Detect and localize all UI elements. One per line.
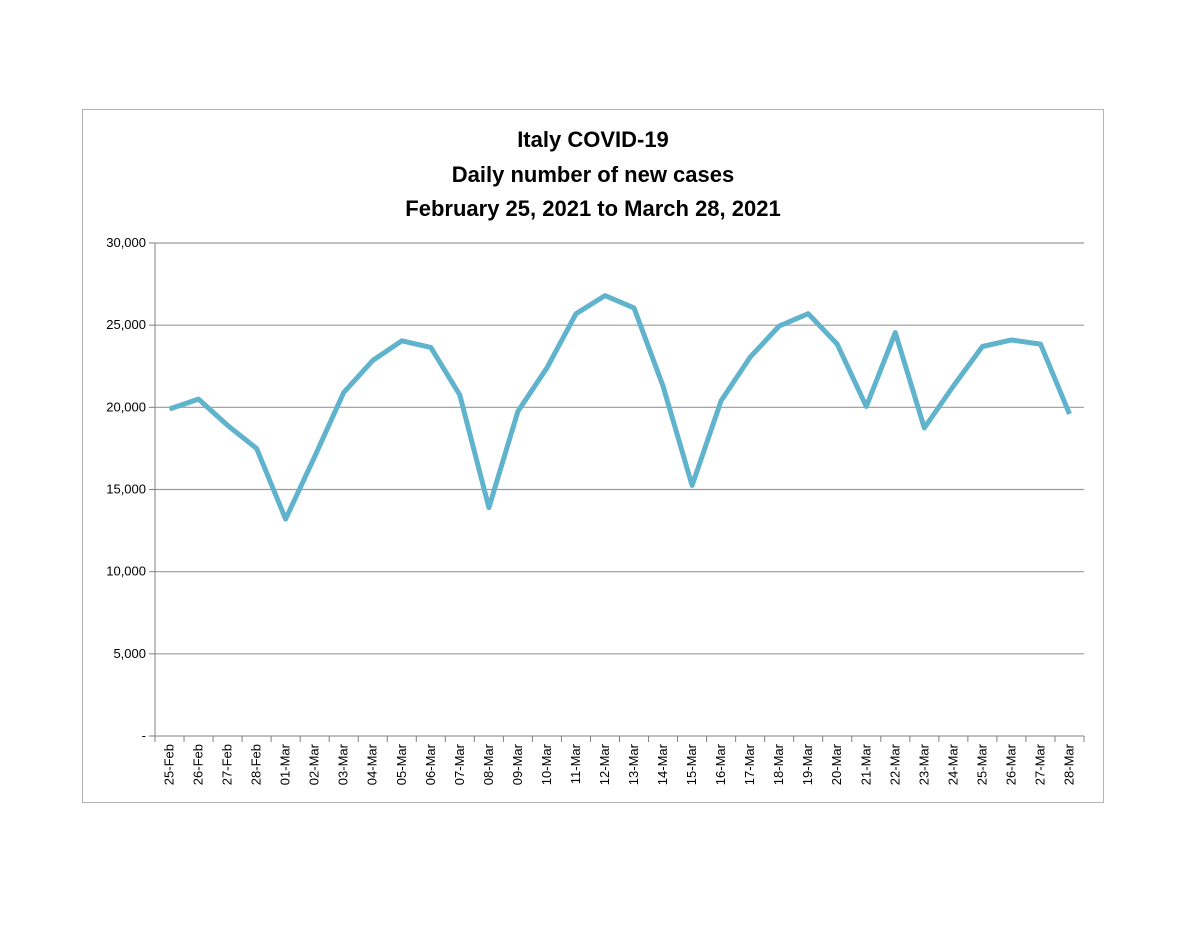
x-tick-label: 24-Mar (945, 743, 960, 785)
x-tick-label: 12-Mar (597, 743, 612, 785)
x-tick-label: 23-Mar (916, 743, 931, 785)
chart-title-line-3: February 25, 2021 to March 28, 2021 (405, 196, 780, 221)
series-line (168, 293, 1072, 522)
chart-frame (82, 109, 1104, 803)
x-tick-label: 13-Mar (626, 743, 641, 785)
x-tick-label: 17-Mar (742, 743, 757, 785)
x-tick-label: 04-Mar (365, 743, 380, 785)
y-tick-label: 20,000 (106, 399, 146, 414)
x-tick-label: 02-Mar (307, 743, 322, 785)
x-tick-label: 15-Mar (684, 743, 699, 785)
y-axis: - 5,000 10,000 15,000 20,000 25,000 30,000 (106, 235, 156, 743)
x-tick-label: 26-Mar (1003, 743, 1018, 785)
y-tick-label: 15,000 (106, 482, 146, 497)
x-tick-label: 01-Mar (278, 743, 293, 785)
chart-title: Italy COVID-19 Daily number of new cases… (405, 127, 780, 221)
y-tick-label: 10,000 (106, 564, 146, 579)
gridlines (155, 242, 1084, 655)
y-tick-label: 30,000 (106, 235, 146, 250)
y-tick-label: 5,000 (113, 646, 146, 661)
x-tick-label: 28-Feb (249, 744, 264, 785)
x-tick-label: 07-Mar (452, 743, 467, 785)
x-axis: 25-Feb 26-Feb 27-Feb 28-Feb 01-Mar 02-Mar 03-M… (154, 735, 1085, 785)
x-tick-label: 27-Feb (220, 744, 235, 785)
x-tick-label: 28-Mar (1061, 743, 1076, 785)
x-tick-label: 18-Mar (771, 743, 786, 785)
x-tick-label: 09-Mar (510, 743, 525, 785)
x-tick-label: 27-Mar (1032, 743, 1047, 785)
x-tick-label: 22-Mar (887, 743, 902, 785)
x-tick-label: 25-Feb (162, 744, 177, 785)
x-tick-label: 26-Feb (191, 744, 206, 785)
x-tick-label: 20-Mar (829, 743, 844, 785)
x-tick-label: 16-Mar (713, 743, 728, 785)
x-tick-label: 21-Mar (858, 743, 873, 785)
x-tick-label: 25-Mar (974, 743, 989, 785)
series-group (168, 293, 1072, 522)
x-tick-label: 06-Mar (423, 743, 438, 785)
x-tick-label: 19-Mar (800, 743, 815, 785)
chart-title-line-1: Italy COVID-19 (517, 127, 669, 152)
x-tick-label: 05-Mar (394, 743, 409, 785)
y-tick-label: - (142, 728, 146, 743)
x-tick-label: 08-Mar (481, 743, 496, 785)
chart-title-line-2: Daily number of new cases (452, 162, 734, 187)
x-tick-label: 11-Mar (568, 743, 583, 784)
y-tick-label: 25,000 (106, 317, 146, 332)
x-tick-label: 10-Mar (539, 743, 554, 785)
x-tick-label: 03-Mar (336, 743, 351, 785)
x-tick-label: 14-Mar (655, 743, 670, 785)
